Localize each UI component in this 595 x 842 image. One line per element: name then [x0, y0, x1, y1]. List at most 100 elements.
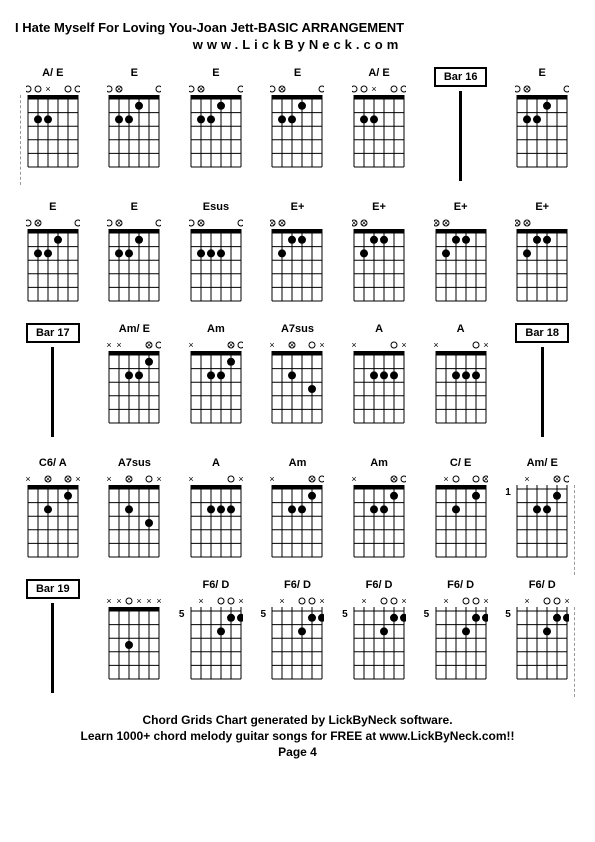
svg-text:×: ×: [443, 474, 448, 484]
fretboard: 5××: [189, 595, 243, 681]
page-title: I Hate Myself For Loving You-Joan Jett-B…: [15, 20, 580, 35]
svg-text:×: ×: [157, 596, 162, 606]
bar-marker: Bar 17: [15, 323, 91, 437]
svg-text:×: ×: [320, 340, 325, 350]
chord-diagram: A××: [423, 323, 499, 437]
fretboard: ××: [434, 339, 488, 425]
bar-line: [51, 347, 54, 437]
fretboard: ×××××: [107, 595, 161, 681]
chord-diagram: A××: [178, 457, 254, 559]
chord-name: E: [294, 67, 301, 81]
bar-label: Bar 18: [515, 323, 569, 343]
chord-name: A: [212, 457, 220, 471]
chord-name: F6/ D: [284, 579, 311, 593]
chord-name: Am/ E: [527, 457, 558, 471]
fretboard: ××: [270, 217, 324, 303]
chord-name: E: [212, 67, 219, 81]
svg-text:×: ×: [107, 474, 112, 484]
chord-name: Am/ E: [119, 323, 150, 337]
svg-text:×: ×: [515, 218, 520, 228]
footer-promo: Learn 1000+ chord melody guitar songs fo…: [15, 729, 580, 743]
chord-diagram: F6/ D5××: [423, 579, 499, 693]
fretboard: 5××: [434, 595, 488, 681]
chord-diagram: E+××: [423, 201, 499, 303]
chord-diagram: Am××: [260, 457, 336, 559]
chord-diagram: E+××: [504, 201, 580, 303]
chord-name: Am: [207, 323, 225, 337]
svg-text:×: ×: [280, 596, 285, 606]
svg-text:×: ×: [401, 596, 406, 606]
chord-name: C/ E: [450, 457, 471, 471]
svg-text:×: ×: [483, 340, 488, 350]
svg-text:×: ×: [117, 340, 122, 350]
chord-diagram: A/ E×: [341, 67, 417, 181]
chord-diagram: A ××: [341, 323, 417, 437]
fretboard: ××: [270, 473, 324, 559]
fretboard: ×: [189, 83, 243, 169]
fretboard: ×××: [107, 473, 161, 559]
svg-text:×: ×: [137, 596, 142, 606]
bar-line: [51, 603, 54, 693]
fretboard: ×××: [270, 339, 324, 425]
chord-diagram: C/ E××: [423, 457, 499, 559]
chord-diagram: A/ E×: [15, 67, 91, 181]
svg-text:×: ×: [483, 474, 488, 484]
svg-text:×: ×: [198, 596, 203, 606]
chord-name: A: [375, 323, 383, 337]
chord-diagram: Am××: [341, 457, 417, 559]
bar-label: Bar 17: [26, 323, 80, 343]
chord-name: E: [539, 67, 546, 81]
chord-diagram: C6/ A××××: [15, 457, 91, 559]
svg-text:×: ×: [371, 84, 376, 94]
svg-text:×: ×: [270, 340, 275, 350]
svg-text:×: ×: [525, 474, 530, 484]
svg-text:×: ×: [238, 474, 243, 484]
bar-label: Bar 19: [26, 579, 80, 599]
svg-text:×: ×: [238, 596, 243, 606]
fretboard: ×: [189, 217, 243, 303]
fretboard: ××: [352, 339, 406, 425]
fret-number: 5: [179, 609, 185, 620]
svg-text:×: ×: [352, 218, 357, 228]
chord-name: E+: [291, 201, 305, 215]
svg-text:×: ×: [434, 340, 439, 350]
chord-chart: A/ E×E×E×E×A/ E×Bar 16E×E×E×Esus×E+××E+×…: [15, 67, 580, 693]
svg-text:×: ×: [401, 340, 406, 350]
chord-diagram: F6/ D 5 × ×: [260, 579, 336, 693]
chord-name: C6/ A: [39, 457, 67, 471]
chord-diagram: F6/ D5××: [341, 579, 417, 693]
fret-number: 5: [505, 609, 511, 620]
chord-name: A7sus: [118, 457, 151, 471]
fretboard: ××: [434, 473, 488, 559]
chord-diagram: Am/ E1××: [504, 457, 580, 559]
chord-diagram: E+××: [341, 201, 417, 303]
chord-name: F6/ D: [202, 579, 229, 593]
chord-name: Am: [370, 457, 388, 471]
chord-name: F6/ D: [529, 579, 556, 593]
chord-name: E: [131, 201, 138, 215]
svg-text:×: ×: [270, 474, 275, 484]
fretboard: ×: [107, 83, 161, 169]
fret-number: 5: [260, 609, 266, 620]
chord-diagram: E×: [97, 67, 173, 181]
bar-label: Bar 16: [434, 67, 488, 87]
svg-text:×: ×: [117, 596, 122, 606]
page-number: Page 4: [15, 745, 580, 759]
svg-text:×: ×: [320, 596, 325, 606]
chord-name: E+: [372, 201, 386, 215]
fretboard: ×××: [107, 339, 161, 425]
chord-diagram: E×: [260, 67, 336, 181]
svg-text:×: ×: [147, 596, 152, 606]
svg-text:×: ×: [352, 474, 357, 484]
fretboard: ×: [26, 83, 80, 169]
svg-text:×: ×: [107, 340, 112, 350]
chord-diagram: E×: [178, 67, 254, 181]
chord-diagram: A7sus×××: [260, 323, 336, 437]
fretboard: ×: [26, 217, 80, 303]
footer: Chord Grids Chart generated by LickByNec…: [15, 713, 580, 759]
bar-marker: Bar 16: [423, 67, 499, 181]
chord-diagram: E×: [504, 67, 580, 181]
fret-number: 5: [342, 609, 348, 620]
svg-text:×: ×: [270, 218, 275, 228]
chord-name: E: [49, 201, 56, 215]
